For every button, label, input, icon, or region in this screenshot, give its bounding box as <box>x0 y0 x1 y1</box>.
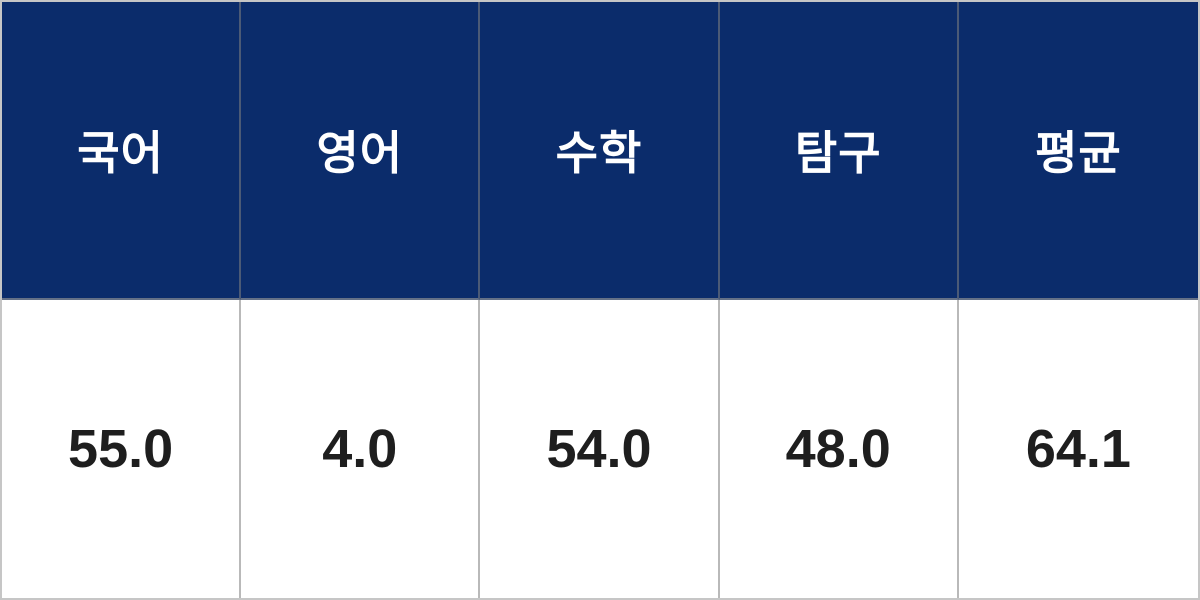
value-cell-korean: 55.0 <box>2 300 242 598</box>
header-label-inquiry: 탐구 <box>794 127 882 179</box>
header-label-english: 영어 <box>316 127 404 179</box>
value-english: 4.0 <box>322 419 398 479</box>
header-cell-inquiry: 탐구 <box>719 2 959 300</box>
header-label-math: 수학 <box>555 127 643 179</box>
value-math: 54.0 <box>546 419 652 479</box>
value-cell-math: 54.0 <box>480 300 720 598</box>
value-korean: 55.0 <box>68 419 174 479</box>
header-label-korean: 국어 <box>77 127 164 179</box>
value-cell-inquiry: 48.0 <box>719 300 959 598</box>
header-label-average: 평균 <box>1035 127 1122 179</box>
header-cell-average: 평균 <box>958 2 1198 300</box>
value-inquiry: 48.0 <box>785 419 891 479</box>
value-cell-english: 4.0 <box>241 300 481 598</box>
header-cell-math: 수학 <box>480 2 720 300</box>
value-cell-average: 64.1 <box>958 300 1198 598</box>
header-cell-english: 영어 <box>241 2 481 300</box>
header-cell-korean: 국어 <box>2 2 242 300</box>
value-average: 64.1 <box>1025 419 1131 479</box>
